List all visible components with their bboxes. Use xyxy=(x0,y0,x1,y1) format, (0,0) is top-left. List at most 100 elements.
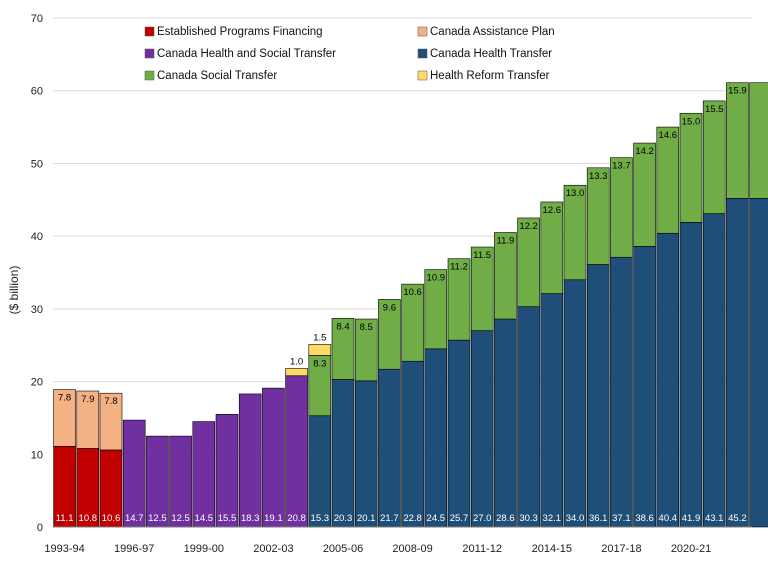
bar-segment xyxy=(610,157,633,258)
bar-segment xyxy=(540,293,564,528)
bar-segment xyxy=(308,415,332,528)
data-label: 10.9 xyxy=(427,273,446,284)
data-label: 37.1 xyxy=(612,513,631,524)
data-label: 12.2 xyxy=(519,221,538,232)
bar-segment xyxy=(494,232,517,320)
legend-label: Canada Health Transfer xyxy=(430,48,552,60)
data-label: 12.6 xyxy=(543,205,562,216)
bar-segment xyxy=(76,390,100,449)
data-label: 12.5 xyxy=(171,513,190,524)
data-label: 15.5 xyxy=(705,104,724,115)
data-label: 45.2 xyxy=(728,513,747,524)
data-label: 13.7 xyxy=(612,161,631,172)
data-label: 25.7 xyxy=(450,513,469,524)
data-label: 1.0 xyxy=(290,356,303,367)
data-label: 14.7 xyxy=(125,513,144,524)
data-label: 20.8 xyxy=(287,513,306,524)
data-label: 8.5 xyxy=(360,322,373,333)
data-label: 32.1 xyxy=(543,513,562,524)
bar-segment xyxy=(586,264,610,528)
data-label: 13.0 xyxy=(566,188,585,199)
y-tick-label: 0 xyxy=(37,522,43,534)
legend-label: Canada Health and Social Transfer xyxy=(157,48,336,60)
bar-segment xyxy=(215,413,239,528)
data-label: 40.4 xyxy=(659,513,678,524)
bar-segment xyxy=(702,100,726,214)
x-tick-label: 2014-15 xyxy=(532,543,572,555)
data-label: 15.3 xyxy=(311,513,330,524)
data-label: 20.1 xyxy=(357,513,376,524)
bar-segment xyxy=(447,258,471,341)
x-tick-label: 2011-12 xyxy=(462,543,502,555)
data-label: 14.6 xyxy=(659,130,678,141)
x-tick-label: 2020-21 xyxy=(671,543,711,555)
data-label: 19.1 xyxy=(264,513,283,524)
data-label: 21.7 xyxy=(380,513,399,524)
bar-segment xyxy=(702,213,726,528)
bar-segment xyxy=(285,368,308,377)
data-label: 12.5 xyxy=(148,513,167,524)
bar-segment xyxy=(633,246,656,528)
bar-segment xyxy=(238,393,262,528)
y-axis-label: ($ billion) xyxy=(7,266,21,315)
x-tick-label: 2017-18 xyxy=(601,543,641,555)
data-label: 7.9 xyxy=(81,394,94,405)
legend: Established Programs Financing Canada Ass… xyxy=(144,26,555,82)
bar-segment xyxy=(563,184,587,281)
bar-segment xyxy=(610,256,633,528)
bar-segment xyxy=(517,217,540,307)
bar-segment xyxy=(308,344,332,356)
data-label: 20.3 xyxy=(334,513,353,524)
bar-segment xyxy=(563,279,587,528)
data-label: 41.9 xyxy=(682,513,701,524)
bar-segment xyxy=(378,368,401,528)
bar-segment xyxy=(679,112,703,223)
legend-swatch xyxy=(417,26,428,37)
x-tick-label: 1996-97 xyxy=(114,543,154,555)
data-label: 22.8 xyxy=(403,513,422,524)
data-label: 10.6 xyxy=(403,287,422,298)
data-label: 14.5 xyxy=(195,513,214,524)
x-tick-label: 2005-06 xyxy=(323,543,363,555)
bar-segment xyxy=(378,299,401,370)
data-label: 24.5 xyxy=(427,513,446,524)
data-label: 7.8 xyxy=(104,396,117,407)
data-label: 10.6 xyxy=(102,513,121,524)
bar-segment xyxy=(470,246,494,331)
bar-segment xyxy=(401,283,424,362)
data-label: 11.2 xyxy=(450,262,468,273)
data-label: 8.4 xyxy=(336,321,349,332)
legend-label: Established Programs Financing xyxy=(157,26,323,38)
data-label: 11.1 xyxy=(56,513,74,524)
bar-segment xyxy=(401,360,424,528)
bar-segment xyxy=(586,167,610,265)
data-label: 36.1 xyxy=(589,513,608,524)
legend-swatch xyxy=(417,48,428,59)
data-label: 27.0 xyxy=(473,513,492,524)
data-label: 15.5 xyxy=(218,513,237,524)
legend-swatch xyxy=(144,48,155,59)
legend-swatch xyxy=(417,70,428,81)
bar-segment xyxy=(494,318,517,528)
bar-segment xyxy=(540,201,564,294)
bar-segment xyxy=(726,82,749,199)
bar-segment xyxy=(424,348,448,528)
bar-segment xyxy=(656,232,680,528)
axes: 0 10 20 30 40 50 60 70 1993-94 1996-97 1999-00 2002… xyxy=(31,13,752,555)
bar-segment xyxy=(517,306,540,528)
data-label: 7.8 xyxy=(58,393,71,404)
legend-swatch xyxy=(144,26,155,37)
bar-segment xyxy=(447,339,471,528)
data-label: 1.5 xyxy=(313,332,326,343)
bar-segment xyxy=(262,387,285,528)
legend-label: Canada Social Transfer xyxy=(157,70,277,82)
bar-segment xyxy=(424,269,448,350)
bar-segment xyxy=(53,389,76,447)
data-label: 28.6 xyxy=(496,513,515,524)
data-label: 38.6 xyxy=(635,513,654,524)
bar-segment xyxy=(331,379,355,528)
data-label: 30.3 xyxy=(519,513,538,524)
data-label: 13.3 xyxy=(589,171,608,182)
bar-segment xyxy=(726,198,749,528)
bar-segment xyxy=(331,318,355,380)
